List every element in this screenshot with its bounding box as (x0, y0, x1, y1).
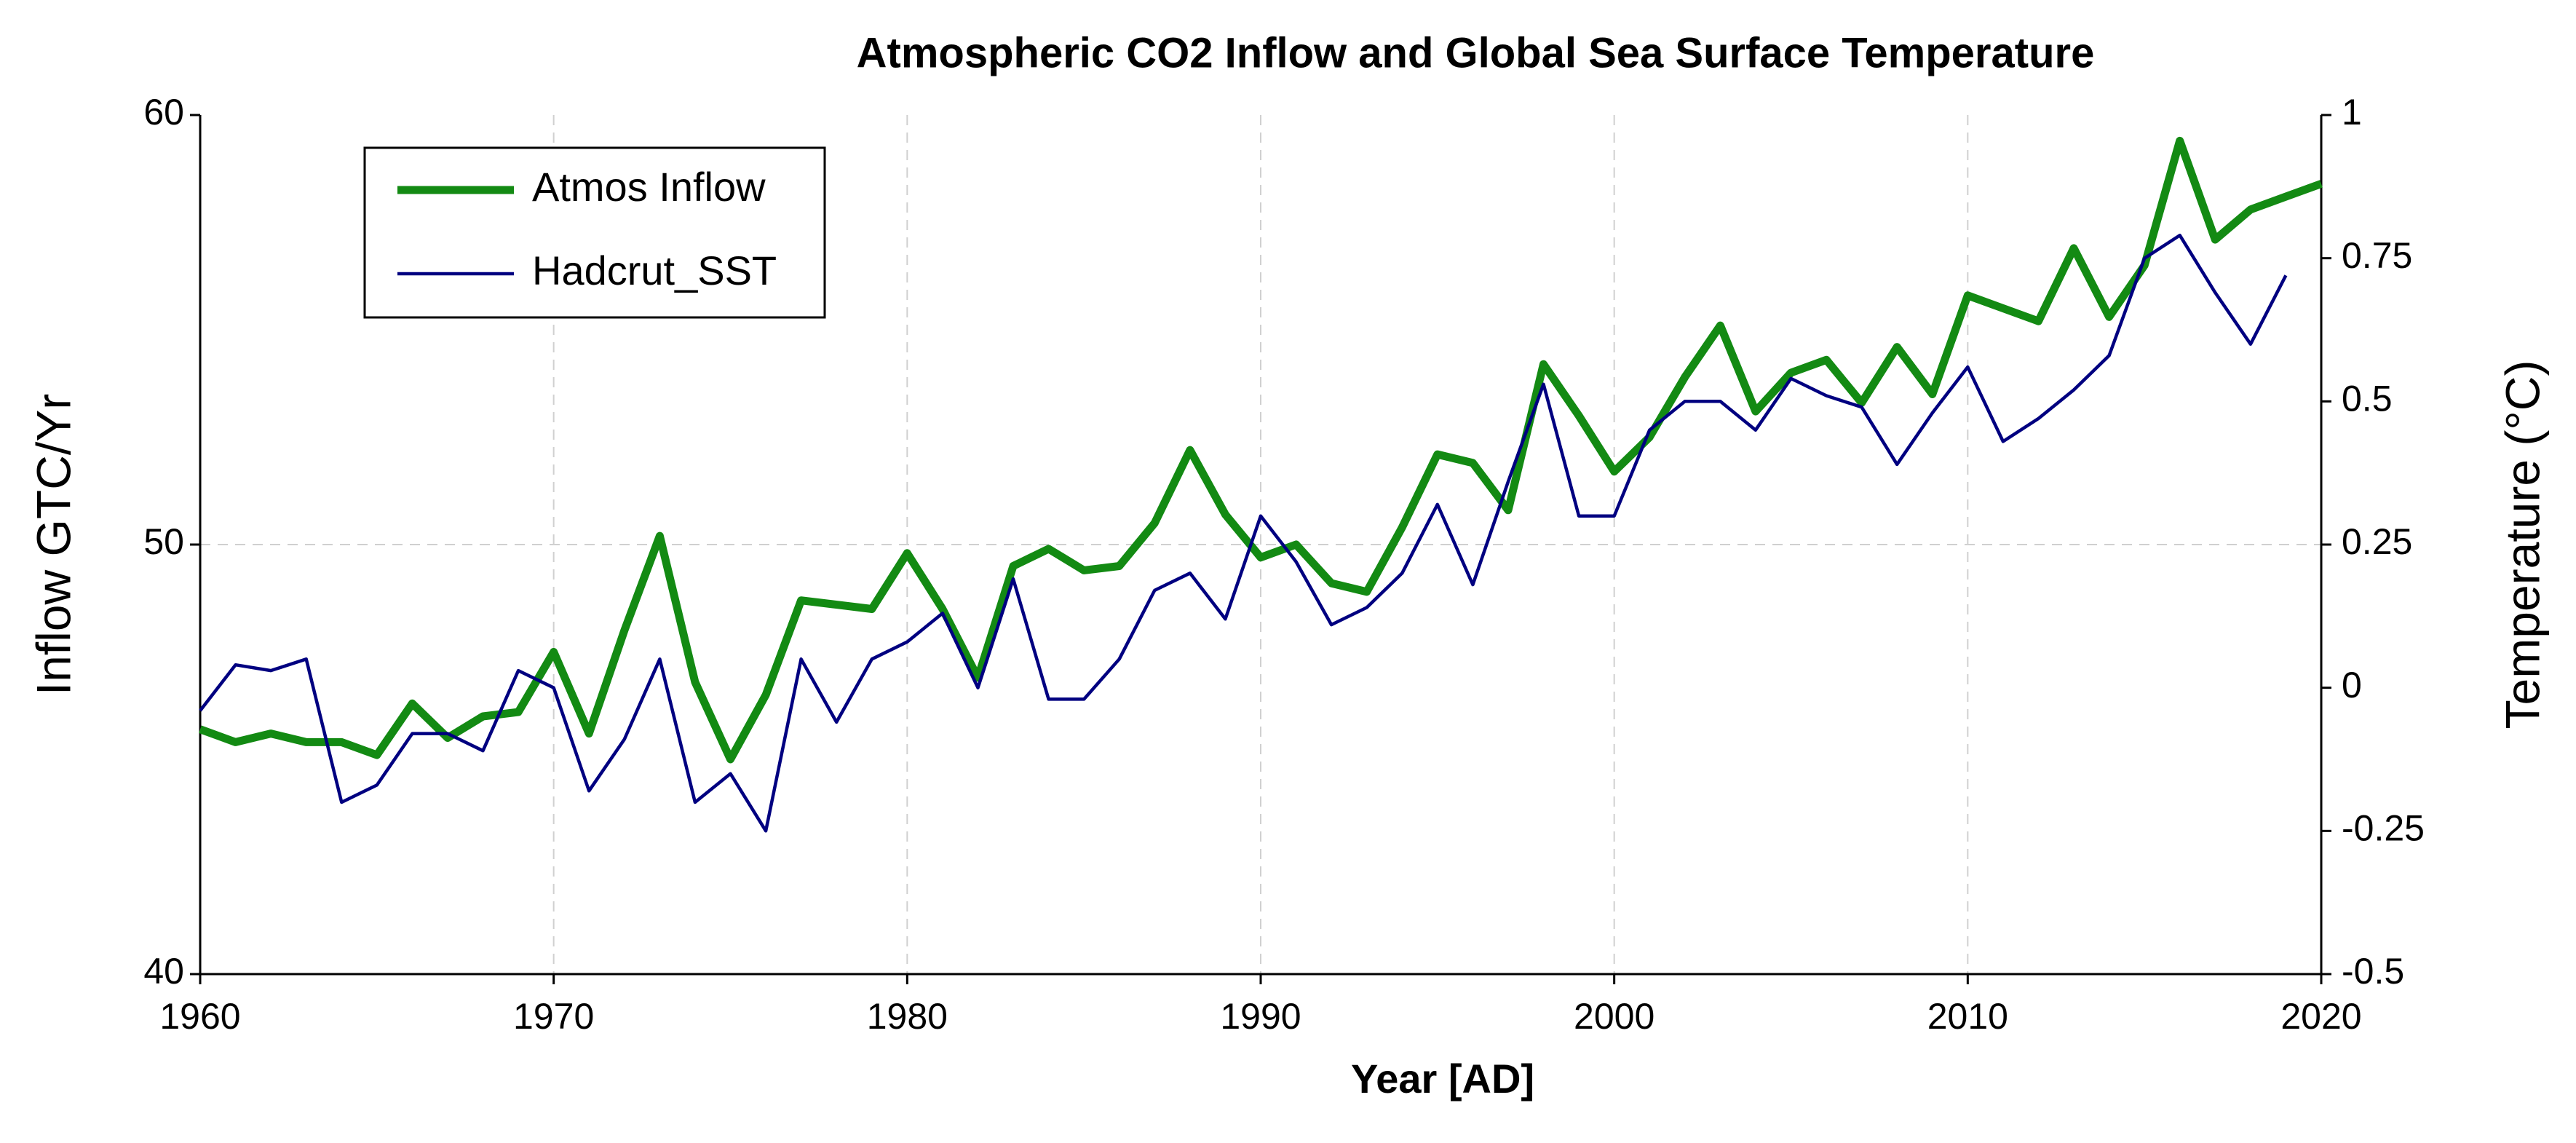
y-tick-label: 50 (143, 521, 184, 562)
series-line (199, 136, 2323, 764)
series-line (199, 233, 2288, 833)
legend-label: Atmos Inflow (532, 164, 766, 210)
y2-tick-label: -0.25 (2342, 808, 2425, 849)
legend-label: Hadcrut_SST (532, 248, 777, 293)
x-tick-label: 1960 (159, 996, 240, 1037)
y2-tick-label: 0.5 (2342, 379, 2393, 419)
x-axis-label: Year [AD] (1351, 1056, 1534, 1102)
x-tick-label: 2010 (1927, 996, 2008, 1037)
y2-tick-label: 0.75 (2342, 235, 2412, 276)
chart-title: Atmospheric CO2 Inflow and Global Sea Su… (857, 29, 2095, 76)
x-tick-label: 2020 (2280, 996, 2361, 1037)
x-tick-label: 1980 (867, 996, 948, 1037)
y-axis-label: Inflow GTC/Yr (26, 394, 80, 695)
legend-box (363, 146, 826, 319)
x-tick-label: 2000 (1574, 996, 1654, 1037)
y2-axis-label: Temperature (°C) (2495, 360, 2549, 729)
y-tick-label: 60 (143, 92, 184, 133)
x-tick-label: 1970 (513, 996, 594, 1037)
y2-tick-label: 0.25 (2342, 521, 2412, 562)
y2-tick-label: 1 (2342, 92, 2362, 133)
y-tick-label: 40 (143, 951, 184, 992)
y2-tick-label: -0.5 (2342, 951, 2404, 992)
y2-tick-label: 0 (2342, 665, 2362, 705)
x-tick-label: 1990 (1220, 996, 1301, 1037)
